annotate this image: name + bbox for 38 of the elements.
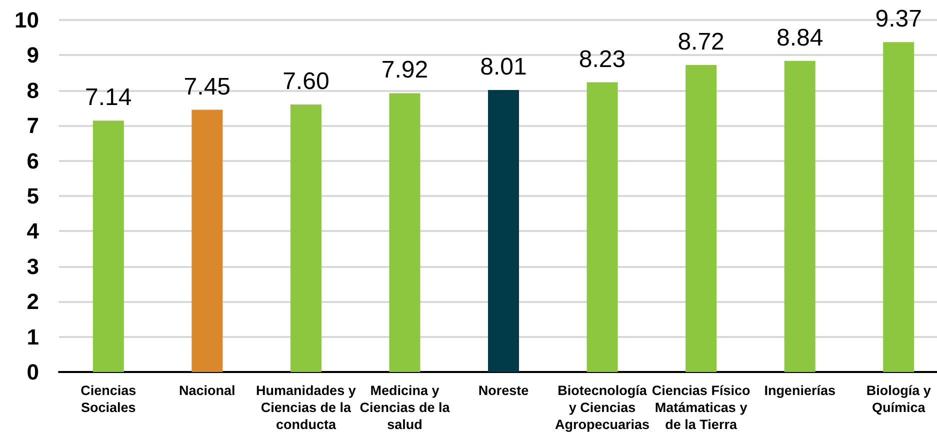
bar [389, 93, 420, 372]
data-label: 9.37 [875, 6, 922, 33]
data-label: 8.84 [776, 24, 824, 52]
data-label: 7.60 [282, 68, 330, 95]
y-tick-label: 8 [26, 78, 39, 103]
x-tick-label: Humanidades y Ciencias de la conducta [256, 383, 356, 432]
y-tick-label: 10 [14, 8, 39, 32]
x-tick-label: Noreste [478, 383, 530, 398]
x-tick-label: Biología y Química [866, 383, 932, 415]
x-tick-label: Ingenierías [764, 383, 836, 398]
bar [290, 104, 322, 372]
data-label: 7.92 [381, 56, 428, 84]
bar [586, 82, 618, 372]
data-label: 8.23 [578, 46, 626, 73]
bar [92, 120, 124, 372]
data-label: 7.14 [85, 84, 132, 112]
bar [784, 60, 816, 372]
bar [192, 110, 223, 372]
y-tick-label: 1 [26, 324, 39, 350]
x-tick-label: Ciencias Sociales [80, 383, 136, 415]
y-tick-label: 2 [26, 289, 39, 314]
y-tick-label: 9 [26, 42, 39, 68]
data-label: 8.01 [480, 54, 527, 81]
y-tick-label: 3 [26, 254, 39, 279]
x-tick-label: Medicina y Ciencias de la salud [360, 383, 450, 432]
x-tick-label: Ciencias Físico Matámaticas y de la Tierra [652, 383, 750, 432]
x-tick-label: Biotecnología y Ciencias Agropecuarias [555, 383, 650, 432]
data-label: 7.45 [184, 73, 231, 100]
y-tick-label: 6 [26, 148, 39, 174]
bar [883, 42, 914, 372]
bar [488, 90, 519, 372]
y-tick-label: 7 [26, 113, 39, 138]
y-tick-label: 4 [26, 218, 40, 244]
y-tick-label: 5 [26, 184, 39, 208]
bar [686, 65, 717, 372]
x-tick-label: Nacional [179, 383, 236, 398]
y-tick-label: 0 [26, 360, 39, 384]
data-label: 8.72 [678, 28, 724, 56]
